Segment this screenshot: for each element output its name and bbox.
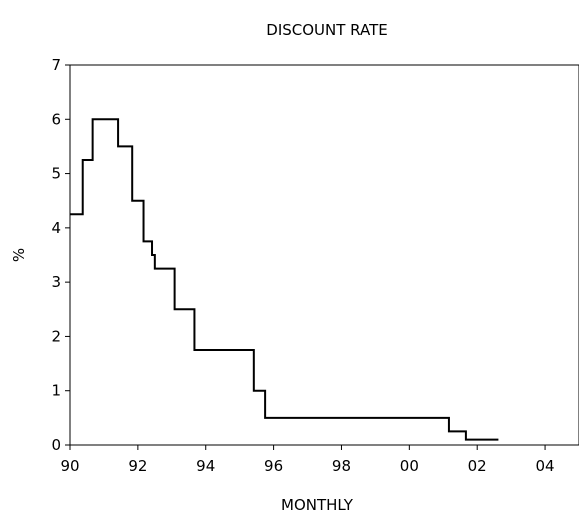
x-axis-ticks: 90 92 94 96 98 00 02 04 [60,445,555,475]
y-axis-label: % [10,248,28,262]
x-tick-label: 00 [400,457,419,475]
x-tick-label: 98 [332,457,351,475]
x-axis-label: MONTHLY [281,496,354,514]
x-tick-label: 04 [536,457,555,475]
y-tick-label: 2 [51,327,61,345]
x-tick-label: 92 [128,457,147,475]
discount-rate-series-line [70,118,499,441]
y-tick-label: 6 [51,110,61,128]
y-tick-label: 4 [51,219,61,237]
y-tick-label: 7 [51,56,61,74]
x-tick-label: 02 [468,457,487,475]
chart-title: DISCOUNT RATE [266,21,387,39]
series-layer [70,118,499,441]
y-axis-ticks: 0 1 2 3 4 5 6 7 [51,56,70,454]
x-tick-label: 94 [196,457,215,475]
y-tick-label: 3 [51,273,61,291]
plot-area-frame [69,64,579,446]
y-tick-label: 0 [51,436,61,454]
y-tick-label: 5 [51,165,61,183]
y-tick-label: 1 [51,382,61,400]
x-tick-label: 96 [264,457,283,475]
x-tick-label: 90 [60,457,79,475]
